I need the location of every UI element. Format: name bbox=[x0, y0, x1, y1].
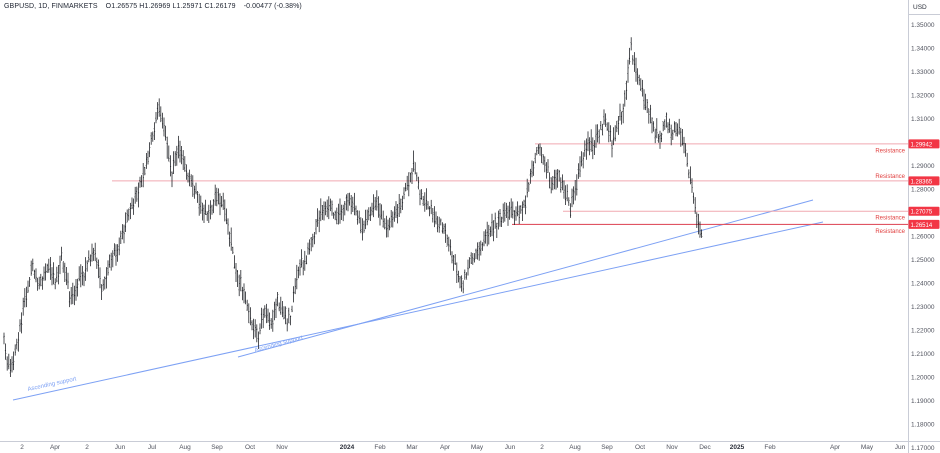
chart-legend: GBPUSD, 1D, FINMARKETS O1.26575 H1.26969… bbox=[4, 3, 302, 11]
price-axis-currency[interactable]: USD bbox=[913, 4, 927, 11]
level-price-tag-1: 1.29942 bbox=[911, 142, 933, 148]
time-tick-Aug-16[interactable]: Aug bbox=[569, 444, 581, 451]
time-tick-Mar-11[interactable]: Mar bbox=[406, 444, 418, 451]
time-tick-May-24[interactable]: May bbox=[861, 444, 874, 451]
resistance-label-1: Resistance bbox=[875, 148, 905, 154]
price-tick-1.20000[interactable]: 1.20000 bbox=[911, 375, 935, 382]
resistance-label-3: Resistance bbox=[875, 216, 905, 222]
price-bars bbox=[3, 37, 703, 377]
price-tick-1.26000[interactable]: 1.26000 bbox=[911, 234, 935, 241]
price-tick-1.18000[interactable]: 1.18000 bbox=[911, 422, 935, 429]
time-tick-2-0[interactable]: 2 bbox=[20, 444, 24, 451]
ascending-support-label-1: Ascending support bbox=[27, 376, 77, 393]
time-tick-Apr-12[interactable]: Apr bbox=[440, 444, 451, 451]
ohlc-values: O1.26575 H1.26969 L1.25971 C1.26179 bbox=[105, 3, 236, 10]
time-tick-2-2[interactable]: 2 bbox=[85, 444, 89, 451]
level-price-tag-box-1 bbox=[908, 139, 940, 149]
ascending-support-label-2: Ascending support bbox=[254, 335, 304, 354]
time-tick-Feb-10[interactable]: Feb bbox=[374, 444, 386, 451]
resistance-label-2: Resistance bbox=[875, 174, 905, 180]
time-tick-Aug-5[interactable]: Aug bbox=[179, 444, 191, 451]
time-tick-Feb-22[interactable]: Feb bbox=[764, 444, 776, 451]
price-tick-1.25000[interactable]: 1.25000 bbox=[911, 257, 935, 264]
price-tick-1.28000[interactable]: 1.28000 bbox=[911, 187, 935, 194]
level-price-tag-2: 1.28365 bbox=[911, 179, 933, 185]
time-tick-Nov-8[interactable]: Nov bbox=[276, 444, 288, 451]
price-tick-1.17000[interactable]: 1.17000 bbox=[911, 445, 935, 452]
price-tick-1.19000[interactable]: 1.19000 bbox=[911, 398, 935, 405]
time-tick-May-13[interactable]: May bbox=[471, 444, 484, 451]
time-tick-2025-21[interactable]: 2025 bbox=[730, 444, 745, 451]
time-tick-Apr-23[interactable]: Apr bbox=[830, 444, 841, 451]
level-price-tag-box-2 bbox=[908, 176, 940, 186]
price-tick-1.32000[interactable]: 1.32000 bbox=[911, 93, 935, 100]
time-tick-Jun-25[interactable]: Jun bbox=[895, 444, 906, 451]
time-tick-Oct-18[interactable]: Oct bbox=[635, 444, 645, 451]
level-price-tag-3: 1.27075 bbox=[911, 210, 933, 216]
price-tick-1.34000[interactable]: 1.34000 bbox=[911, 46, 935, 53]
time-tick-Nov-19[interactable]: Nov bbox=[666, 444, 678, 451]
level-price-tag-box-3 bbox=[908, 206, 940, 216]
time-tick-2-15[interactable]: 2 bbox=[540, 444, 544, 451]
time-tick-Dec-20[interactable]: Dec bbox=[699, 444, 711, 451]
price-tick-1.29000[interactable]: 1.29000 bbox=[911, 163, 935, 170]
level-price-tag-4: 1.26514 bbox=[911, 223, 933, 229]
time-tick-Sep-6[interactable]: Sep bbox=[211, 444, 223, 451]
time-tick-Apr-1[interactable]: Apr bbox=[50, 444, 61, 451]
time-tick-Jul-4[interactable]: Jul bbox=[148, 444, 157, 451]
price-tick-1.31000[interactable]: 1.31000 bbox=[911, 116, 935, 123]
time-tick-Sep-17[interactable]: Sep bbox=[601, 444, 613, 451]
change-value: -0.00477 (-0.38%) bbox=[243, 3, 302, 10]
time-tick-2024-9[interactable]: 2024 bbox=[340, 444, 355, 451]
time-tick-Jun-3[interactable]: Jun bbox=[115, 444, 126, 451]
symbol-title[interactable]: GBPUSD, 1D, FINMARKETS bbox=[4, 3, 98, 10]
price-tick-1.23000[interactable]: 1.23000 bbox=[911, 304, 935, 311]
support-trendline-2[interactable] bbox=[237, 199, 814, 358]
price-tick-1.35000[interactable]: 1.35000 bbox=[911, 22, 935, 29]
time-tick-Jun-14[interactable]: Jun bbox=[505, 444, 516, 451]
price-tick-1.33000[interactable]: 1.33000 bbox=[911, 69, 935, 76]
time-tick-Oct-7[interactable]: Oct bbox=[245, 444, 255, 451]
price-tick-1.24000[interactable]: 1.24000 bbox=[911, 281, 935, 288]
level-price-tag-box-4 bbox=[908, 219, 940, 229]
resistance-label-4: Resistance bbox=[875, 229, 905, 235]
price-tick-1.21000[interactable]: 1.21000 bbox=[911, 351, 935, 358]
support-trendline-1[interactable] bbox=[12, 221, 824, 401]
price-tick-1.22000[interactable]: 1.22000 bbox=[911, 328, 935, 335]
